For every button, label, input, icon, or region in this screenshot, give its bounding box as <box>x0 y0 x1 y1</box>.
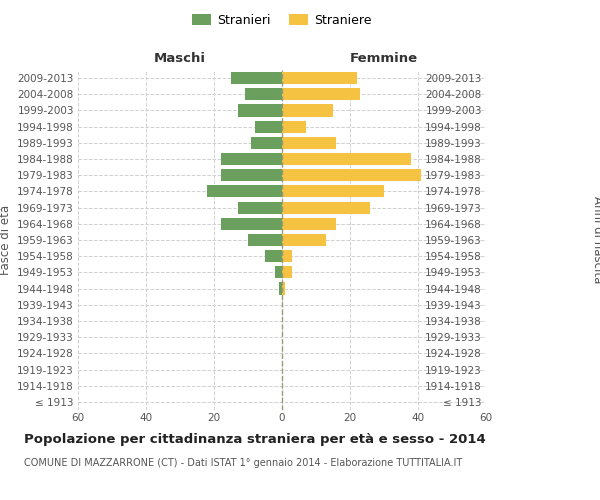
Bar <box>275 266 282 278</box>
Bar <box>221 169 282 181</box>
Bar <box>245 88 282 101</box>
Bar <box>282 186 384 198</box>
Bar <box>238 104 282 117</box>
Bar <box>265 250 282 262</box>
Bar <box>282 250 292 262</box>
Bar <box>238 202 282 213</box>
Bar <box>282 72 357 84</box>
Text: COMUNE DI MAZZARRONE (CT) - Dati ISTAT 1° gennaio 2014 - Elaborazione TUTTITALIA: COMUNE DI MAZZARRONE (CT) - Dati ISTAT 1… <box>24 458 462 468</box>
Bar <box>282 218 337 230</box>
Bar <box>282 234 326 246</box>
Bar <box>282 169 421 181</box>
Legend: Stranieri, Straniere: Stranieri, Straniere <box>187 8 377 32</box>
Text: Maschi: Maschi <box>154 52 206 65</box>
Bar <box>282 153 411 165</box>
Bar <box>221 218 282 230</box>
Y-axis label: Fasce di età: Fasce di età <box>0 205 11 275</box>
Bar <box>207 186 282 198</box>
Bar <box>282 202 370 213</box>
Bar <box>282 137 337 149</box>
Text: Popolazione per cittadinanza straniera per età e sesso - 2014: Popolazione per cittadinanza straniera p… <box>24 432 486 446</box>
Bar <box>282 282 286 294</box>
Bar <box>255 120 282 132</box>
Bar <box>221 153 282 165</box>
Bar <box>282 88 360 101</box>
Bar <box>231 72 282 84</box>
Bar <box>248 234 282 246</box>
Text: Femmine: Femmine <box>350 52 418 65</box>
Bar <box>282 120 306 132</box>
Bar <box>278 282 282 294</box>
Bar <box>282 266 292 278</box>
Bar <box>251 137 282 149</box>
Text: Anni di nascita: Anni di nascita <box>590 196 600 284</box>
Bar <box>282 104 333 117</box>
